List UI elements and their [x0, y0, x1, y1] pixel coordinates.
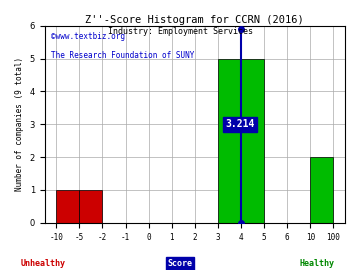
Text: Score: Score — [167, 259, 193, 268]
Text: ©www.textbiz.org: ©www.textbiz.org — [51, 32, 125, 41]
Bar — [218, 59, 264, 223]
Text: 3.214: 3.214 — [225, 119, 255, 129]
Title: Z''-Score Histogram for CCRN (2016): Z''-Score Histogram for CCRN (2016) — [85, 15, 304, 25]
Y-axis label: Number of companies (9 total): Number of companies (9 total) — [15, 57, 24, 191]
Text: Healthy: Healthy — [299, 259, 334, 268]
Bar — [79, 190, 102, 223]
Text: The Research Foundation of SUNY: The Research Foundation of SUNY — [51, 51, 194, 60]
Text: Industry: Employment Services: Industry: Employment Services — [108, 27, 252, 36]
Text: Unhealthy: Unhealthy — [21, 259, 66, 268]
Bar — [56, 190, 79, 223]
Bar — [310, 157, 333, 223]
